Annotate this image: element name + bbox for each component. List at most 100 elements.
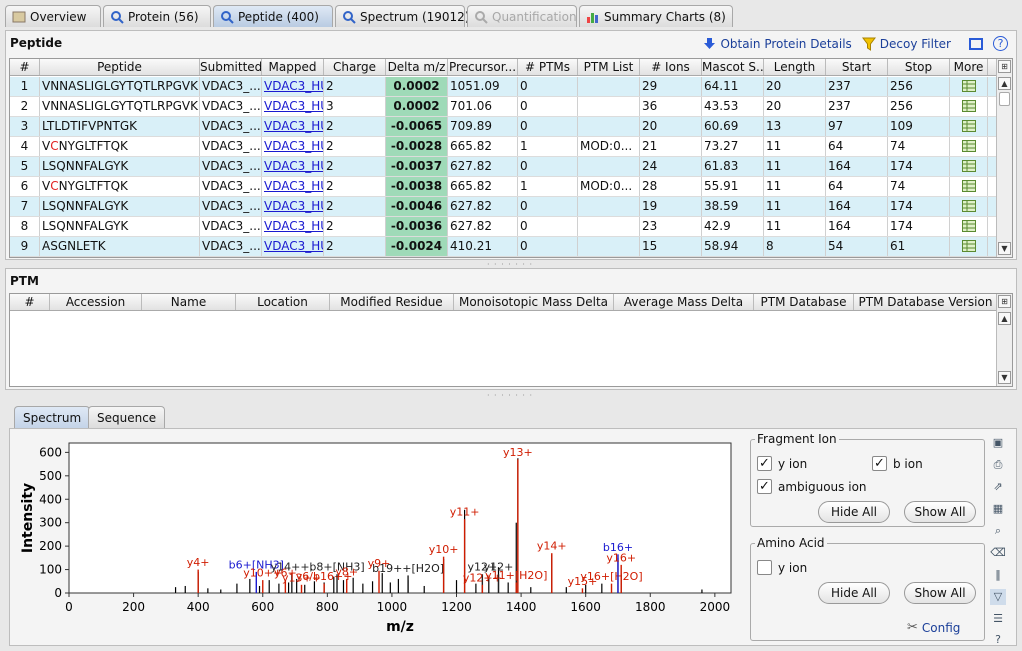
more-details-icon[interactable] (950, 117, 988, 136)
cell-mapped[interactable]: VDAC3_HU (262, 177, 324, 196)
save-icon[interactable]: ▣ (992, 436, 1004, 449)
column-header-submitted[interactable]: Submitted (200, 59, 262, 75)
column-header-location[interactable]: Location (236, 294, 330, 310)
more-details-icon[interactable] (950, 77, 988, 96)
scroll-down-button[interactable]: ▼ (998, 242, 1011, 255)
column-header-peptide[interactable]: Peptide (40, 59, 200, 75)
obtain-protein-details-button[interactable]: Obtain Protein Details (703, 37, 852, 51)
table-icon[interactable]: ☰ (993, 612, 1003, 625)
x-tick-label: 600 (251, 600, 274, 614)
column-header-col[interactable]: # (10, 59, 40, 75)
table-row[interactable]: 6 VCNYGLTFTQK VDAC3_... VDAC3_HU 2 -0.0038 665… (10, 177, 998, 197)
cell-mapped[interactable]: VDAC3_HU (262, 157, 324, 176)
cell-mapped[interactable]: VDAC3_HU (262, 97, 324, 116)
column-header-ions[interactable]: # Ions (640, 59, 702, 75)
export-icon[interactable]: ⇗ (993, 480, 1003, 493)
column-header-delta-m-z[interactable]: Delta m/z (386, 59, 448, 75)
column-header-start[interactable]: Start (826, 59, 888, 75)
column-menu-icon[interactable]: ⊞ (998, 295, 1011, 308)
cell-col: 5 (10, 157, 40, 176)
tab-sequence[interactable]: Sequence (88, 406, 166, 428)
filter-icon[interactable]: ▽ (990, 589, 1006, 605)
tab-spectrum[interactable]: Spectrum (19012) (335, 5, 470, 27)
cell-mapped[interactable]: VDAC3_HU (262, 197, 324, 216)
decoy-filter-button[interactable]: Decoy Filter (861, 37, 951, 51)
column-header-charge[interactable]: Charge (324, 59, 386, 75)
b-ion-checkbox[interactable]: ✓ b ion (872, 456, 923, 471)
aa-y-ion-checkbox[interactable]: y ion (757, 560, 807, 575)
table-row[interactable]: 7 LSQNNFALGYK VDAC3_... VDAC3_HU 2 -0.0046 627… (10, 197, 998, 217)
table-row[interactable]: 1 VNNASLIGLGYTQTLRPGVK VDAC3_... VDAC3_HU 2 0… (10, 77, 998, 97)
cell-mapped[interactable]: VDAC3_HU (262, 77, 324, 96)
y-ion-checkbox[interactable]: ✓ y ion (757, 456, 807, 471)
splitter-handle[interactable]: · · · · · · · (486, 260, 534, 269)
ptm-table-scrollbar[interactable]: ⊞ ▲ ▼ (996, 294, 1012, 386)
cell-mapped[interactable]: VDAC3_HU (262, 237, 324, 256)
tab-spectrum[interactable]: Spectrum (14, 406, 91, 428)
splitter-handle[interactable]: · · · · · · · (486, 391, 534, 400)
aa-show-all-button[interactable]: Show All (904, 582, 976, 604)
cell-precursor: 1051.09 (448, 77, 518, 96)
column-header-precursor[interactable]: Precursor... (448, 59, 518, 75)
column-header-stop[interactable]: Stop (888, 59, 950, 75)
config-button[interactable]: ✂ Config (907, 620, 960, 635)
column-header-col[interactable]: # (10, 294, 50, 310)
column-header-average-mass-delta[interactable]: Average Mass Delta (614, 294, 754, 310)
cell-mapped[interactable]: VDAC3_HU (262, 217, 324, 236)
peptide-table-scrollbar[interactable]: ▲ ▼ ⊞ (996, 59, 1012, 257)
aa-hide-all-button[interactable]: Hide All (818, 582, 890, 604)
peak-annotation: y11+[H2O] (485, 569, 547, 582)
fragment-show-all-button[interactable]: Show All (904, 501, 976, 523)
tab-protein[interactable]: Protein (56) (103, 5, 211, 27)
peak-annotation: y13+ (503, 446, 533, 459)
grid-icon[interactable]: ▦ (992, 502, 1004, 515)
spectrum-chart[interactable]: 0 200 400 600 800 1000 1200 1400 1600 1800 2000 0 10… (14, 431, 742, 646)
column-header-accession[interactable]: Accession (50, 294, 142, 310)
table-row[interactable]: 4 VCNYGLTFTQK VDAC3_... VDAC3_HU 2 -0.0028 665… (10, 137, 998, 157)
column-header-monoisotopic-mass-delta[interactable]: Monoisotopic Mass Delta (454, 294, 614, 310)
help-icon[interactable]: ? (995, 633, 1001, 646)
table-row[interactable]: 8 LSQNNFALGYK VDAC3_... VDAC3_HU 2 -0.0036 627… (10, 217, 998, 237)
table-row[interactable]: 2 VNNASLIGLGYTQTLRPGVK VDAC3_... VDAC3_HU 3 0… (10, 97, 998, 117)
scroll-thumb[interactable] (999, 92, 1010, 106)
scroll-down-button[interactable]: ▼ (998, 371, 1011, 384)
column-header-ptm-database-version[interactable]: PTM Database Version (854, 294, 998, 310)
scroll-up-button[interactable]: ▲ (998, 312, 1011, 325)
tab-summary-charts[interactable]: Summary Charts (8) (579, 5, 733, 27)
cell-mapped[interactable]: VDAC3_HU (262, 117, 324, 136)
column-header-mapped[interactable]: Mapped (262, 59, 324, 75)
ambiguous-ion-checkbox[interactable]: ✓ ambiguous ion (757, 479, 867, 494)
scroll-up-button[interactable]: ▲ (998, 77, 1011, 90)
tab-overview[interactable]: Overview (5, 5, 101, 27)
peak-list-icon[interactable]: ‖ (995, 568, 1001, 581)
more-details-icon[interactable] (950, 137, 988, 156)
column-menu-icon[interactable]: ⊞ (998, 60, 1011, 73)
column-header-ptm-database[interactable]: PTM Database (754, 294, 854, 310)
column-header-name[interactable]: Name (142, 294, 236, 310)
fragment-hide-all-button[interactable]: Hide All (818, 501, 890, 523)
more-details-icon[interactable] (950, 237, 988, 256)
more-details-icon[interactable] (950, 177, 988, 196)
column-header-length[interactable]: Length (764, 59, 826, 75)
cell-col: 1 (10, 77, 40, 96)
tab-peptide[interactable]: Peptide (400) (213, 5, 333, 27)
more-details-icon[interactable] (950, 217, 988, 236)
more-details-icon[interactable] (950, 97, 988, 116)
table-row[interactable]: 5 LSQNNFALGYK VDAC3_... VDAC3_HU 2 -0.0037 627… (10, 157, 998, 177)
column-header-ptms[interactable]: # PTMs (518, 59, 578, 75)
table-row[interactable]: 3 LTLDTIFVPNTGK VDAC3_... VDAC3_HU 2 -0.0065 7… (10, 117, 998, 137)
column-header-more[interactable]: More (950, 59, 988, 75)
more-details-icon[interactable] (950, 197, 988, 216)
eraser-icon[interactable]: ⌫ (990, 546, 1006, 559)
column-header-ptm-list[interactable]: PTM List (578, 59, 640, 75)
print-icon[interactable]: ⎙ (993, 458, 1003, 471)
table-row[interactable]: 9 ASGNLETK VDAC3_... VDAC3_HU 2 -0.0024 410.21… (10, 237, 998, 257)
cell-charge: 2 (324, 77, 386, 96)
cell-mapped[interactable]: VDAC3_HU (262, 137, 324, 156)
zoom-icon[interactable]: ⌕ (994, 524, 1002, 537)
column-header-mascot-s[interactable]: Mascot S... (702, 59, 764, 75)
help-icon[interactable]: ? (993, 36, 1008, 51)
maximize-icon[interactable] (969, 37, 983, 50)
more-details-icon[interactable] (950, 157, 988, 176)
column-header-modified-residue[interactable]: Modified Residue (330, 294, 454, 310)
